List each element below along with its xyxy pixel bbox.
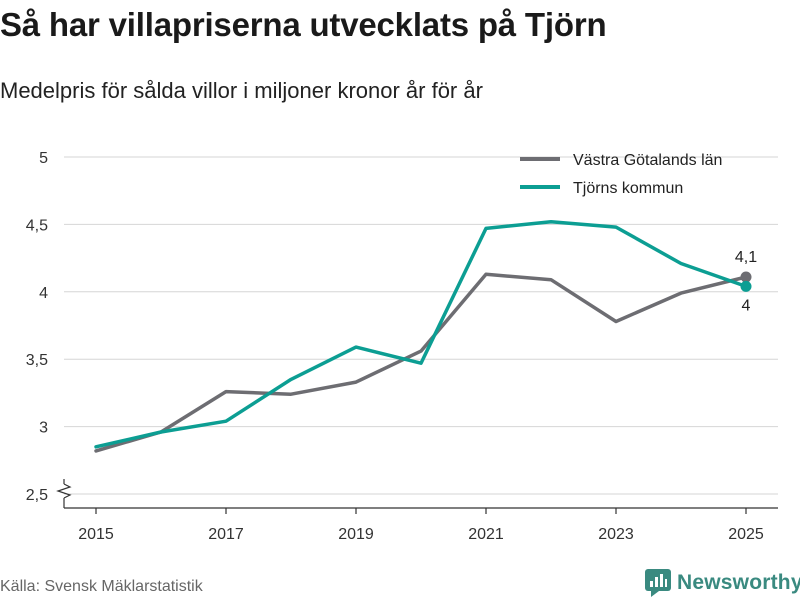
legend[interactable]: Västra Götalands län Tjörns kommun <box>520 152 722 197</box>
gridlines <box>64 156 778 495</box>
series-end-label-0: 4,1 <box>735 249 757 266</box>
x-tick-label: 2019 <box>338 526 374 543</box>
source-note: Källa: Svensk Mäklarstatistik <box>0 578 203 595</box>
series-line-1 <box>94 219 748 449</box>
legend-label-0: Västra Götalands län <box>573 152 722 169</box>
y-tick-label: 3,5 <box>26 352 48 369</box>
brand-name: Newsworthy <box>677 571 800 594</box>
brand-logo[interactable]: Newsworthy <box>645 569 800 597</box>
series-line-0 <box>94 272 748 453</box>
chart-subtitle: Medelpris för sålda villor i miljoner kr… <box>0 78 483 103</box>
series-end-label-1: 4 <box>742 297 751 314</box>
x-tick-label: 2023 <box>598 526 634 543</box>
series-end-point-0 <box>740 271 752 283</box>
y-tick-label: 4,5 <box>26 217 48 234</box>
x-tick-label: 2025 <box>728 526 764 543</box>
legend-label-1: Tjörns kommun <box>573 180 683 197</box>
y-tick-label: 3 <box>39 420 48 437</box>
bar-chart-icon <box>645 569 671 597</box>
series: 4,14 <box>94 219 757 453</box>
x-tick-label: 2015 <box>78 526 114 543</box>
axis-break-icon <box>56 479 72 508</box>
y-axis-ticks: 2,5 3 3,5 4 4,5 5 <box>26 150 48 504</box>
y-tick-label: 4 <box>39 285 48 302</box>
x-tick-label: 2017 <box>208 526 244 543</box>
line-chart: 2,5 3 3,5 4 4,5 5 2015 2017 2019 2021 2023 2025 4,… <box>26 150 778 543</box>
chart-title: Så har villapriserna utvecklats på Tjörn <box>0 6 607 43</box>
x-axis-ticks: 2015 2017 2019 2021 2023 2025 <box>64 507 778 543</box>
y-tick-label: 2,5 <box>26 487 48 504</box>
series-end-point-1 <box>740 280 752 292</box>
x-tick-label: 2021 <box>468 526 504 543</box>
y-tick-label: 5 <box>39 150 48 167</box>
